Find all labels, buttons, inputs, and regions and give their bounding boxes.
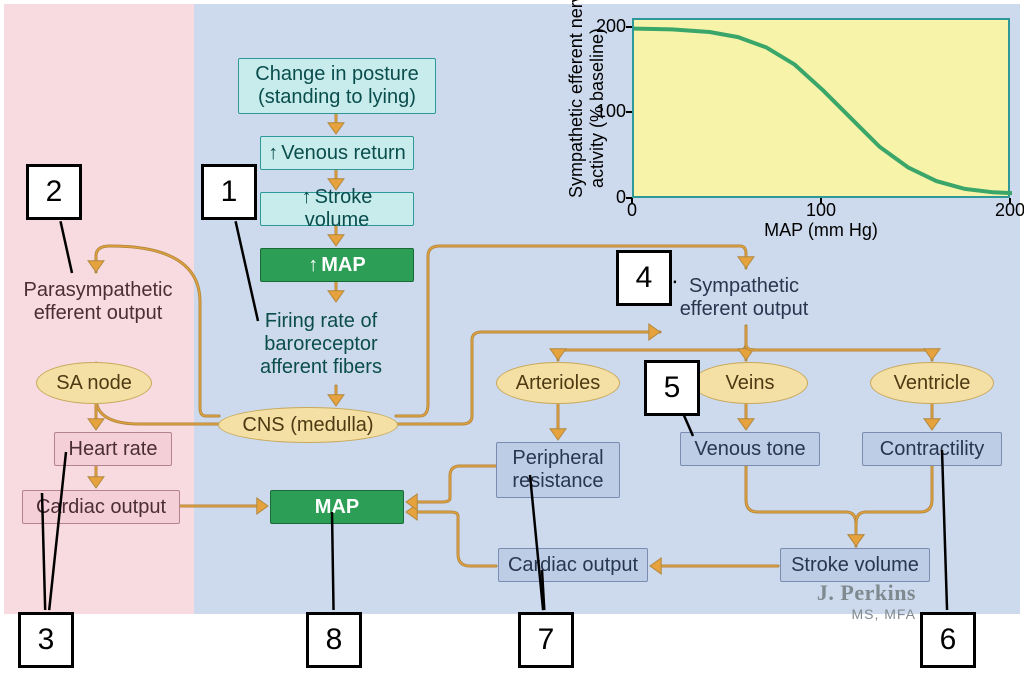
marker-2: 2 xyxy=(26,164,82,220)
marker-1: 1 xyxy=(201,164,257,220)
box-firing: Firing rate ofbaroreceptorafferent fiber… xyxy=(246,302,396,386)
marker-label: 3 xyxy=(38,623,55,657)
artist-credit: J. PerkinsMS, MFA xyxy=(796,580,916,622)
box-map_final: MAP xyxy=(270,490,404,524)
chart-xtick: 200 xyxy=(985,200,1024,221)
ellipse-label: SA node xyxy=(56,372,132,395)
chart-xlabel: MAP (mm Hg) xyxy=(632,220,1010,241)
chart-ytick: 100 xyxy=(576,101,626,122)
ellipse-ventricle: Ventricle xyxy=(870,362,994,404)
credit-degrees: MS, MFA xyxy=(796,606,916,622)
credit-name: J. Perkins xyxy=(796,580,916,606)
box-label: Sympatheticefferent output xyxy=(680,275,809,321)
ellipse-label: Veins xyxy=(726,372,775,395)
ellipse-sa_node: SA node xyxy=(36,362,152,404)
box-cardiac_out1: Cardiac output xyxy=(22,490,180,524)
box-label: Venous tone xyxy=(694,438,805,461)
box-posture: Change in posture(standing to lying) xyxy=(238,58,436,114)
box-para_out: Parasympatheticefferent output xyxy=(12,274,184,330)
baroreflex-chart: Sympathetic efferent nerveactivity (% ba… xyxy=(544,4,1018,240)
box-label: Firing rate ofbaroreceptorafferent fiber… xyxy=(260,310,382,379)
marker-label: 1 xyxy=(221,175,238,209)
box-label: Venous return xyxy=(268,142,406,165)
ellipse-arterioles: Arterioles xyxy=(496,362,620,404)
box-venous_ret: Venous return xyxy=(260,136,414,170)
marker-7: 7 xyxy=(518,612,574,668)
marker-label: 5 xyxy=(664,371,681,405)
box-venous_tone: Venous tone xyxy=(680,432,820,466)
box-label: Stroke volume xyxy=(267,186,407,232)
ellipse-veins: Veins xyxy=(692,362,808,404)
box-label: Change in posture(standing to lying) xyxy=(255,63,418,109)
box-label: Contractility xyxy=(880,438,984,461)
box-stroke_vol1: Stroke volume xyxy=(260,192,414,226)
marker-4: 4 xyxy=(616,250,672,306)
ellipse-label: Ventricle xyxy=(894,372,971,395)
box-map_up: MAP xyxy=(260,248,414,282)
box-label: Heart rate xyxy=(69,438,158,461)
marker-label: 2 xyxy=(46,175,63,209)
marker-label: 7 xyxy=(538,623,555,657)
chart-ytick: 200 xyxy=(576,16,626,37)
marker-label: 4 xyxy=(636,261,653,295)
marker-8: 8 xyxy=(306,612,362,668)
marker-label: 6 xyxy=(940,623,957,657)
box-symp_out: Sympatheticefferent output xyxy=(664,270,824,326)
box-periph_res: Peripheralresistance xyxy=(496,442,620,498)
ellipse-cns: CNS (medulla) xyxy=(218,407,398,443)
ellipse-label: CNS (medulla) xyxy=(242,414,373,437)
ellipse-label: Arterioles xyxy=(516,372,600,395)
box-label: Cardiac output xyxy=(36,496,166,519)
box-label: Stroke volume xyxy=(791,554,919,577)
box-label: Cardiac output xyxy=(508,554,638,577)
box-label: MAP xyxy=(308,254,365,277)
box-stroke_vol2: Stroke volume xyxy=(780,548,930,582)
box-label: Parasympatheticefferent output xyxy=(24,279,173,325)
marker-3: 3 xyxy=(18,612,74,668)
box-heart_rate: Heart rate xyxy=(54,432,172,466)
marker-5: 5 xyxy=(644,360,700,416)
diagram-stage: { "colors": { "bg_left": "#f7dbe0", "bg_… xyxy=(0,0,1024,698)
box-label: Peripheralresistance xyxy=(512,447,603,493)
box-contract: Contractility xyxy=(862,432,1002,466)
marker-6: 6 xyxy=(920,612,976,668)
box-label: MAP xyxy=(315,496,359,519)
box-cardiac_out2: Cardiac output xyxy=(498,548,648,582)
marker-label: 8 xyxy=(326,623,343,657)
chart-curve xyxy=(634,20,1012,200)
chart-plot-area xyxy=(632,18,1010,198)
